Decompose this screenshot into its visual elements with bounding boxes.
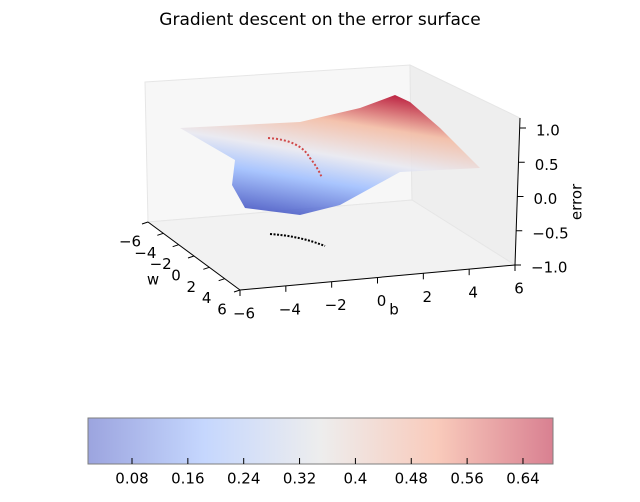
- descent-projection: [269, 233, 326, 247]
- colorbar-tick-label: 0.16: [171, 470, 204, 488]
- colorbar-tick-label: 0.32: [283, 470, 316, 488]
- x-axis-label: w: [147, 271, 159, 289]
- z-tick-label: 0.0: [534, 190, 558, 208]
- x-tick-label: 2: [187, 278, 197, 296]
- y-axis-label: b: [389, 301, 399, 319]
- y-tick-label: 4: [468, 284, 478, 302]
- colorbar-tick-label: 0.48: [395, 470, 428, 488]
- x-tick: [141, 221, 149, 225]
- colorbar-tick-label: 0.4: [343, 470, 367, 488]
- x-tick-label: 4: [202, 289, 212, 307]
- z-tick-label: −0.5: [532, 224, 568, 242]
- z-axis: [514, 117, 521, 266]
- x-tick-label: 0: [171, 267, 181, 285]
- colorbar-tick-label: 0.64: [506, 470, 539, 488]
- x-tick: [203, 266, 210, 270]
- x-tick-label: −6: [119, 233, 141, 251]
- colorbar-tick-label: 0.08: [115, 470, 148, 488]
- x-tick: [187, 255, 195, 259]
- y-tick-label: 2: [423, 288, 433, 306]
- x-tick: [172, 244, 179, 248]
- x-tick: [233, 289, 241, 293]
- z-axis-label: error: [568, 183, 586, 220]
- colorbar: [87, 417, 554, 465]
- x-tick: [157, 232, 164, 236]
- y-tick-label: −4: [279, 300, 301, 318]
- colorbar-tick-label: 0.24: [227, 470, 260, 488]
- z-tick-label: −1.0: [531, 259, 567, 277]
- y-tick-label: −2: [325, 296, 347, 314]
- x-tick: [218, 278, 225, 282]
- y-tick-label: 0: [377, 292, 387, 310]
- axes-box: [144, 64, 521, 291]
- x-tick-label: 6: [217, 301, 227, 319]
- z-tick-label: 0.5: [535, 156, 559, 174]
- x-tick-label: −4: [134, 244, 156, 262]
- error-surface: [180, 95, 480, 215]
- x-tick-label: −2: [150, 255, 172, 273]
- descent-path: [267, 137, 323, 179]
- y-tick-label: 6: [514, 280, 524, 298]
- colorbar-tick-label: 0.56: [450, 470, 483, 488]
- surface: [180, 95, 480, 247]
- chart-title: Gradient descent on the error surface: [159, 10, 480, 30]
- y-tick-label: −6: [233, 305, 255, 323]
- z-tick-label: 1.0: [536, 122, 560, 140]
